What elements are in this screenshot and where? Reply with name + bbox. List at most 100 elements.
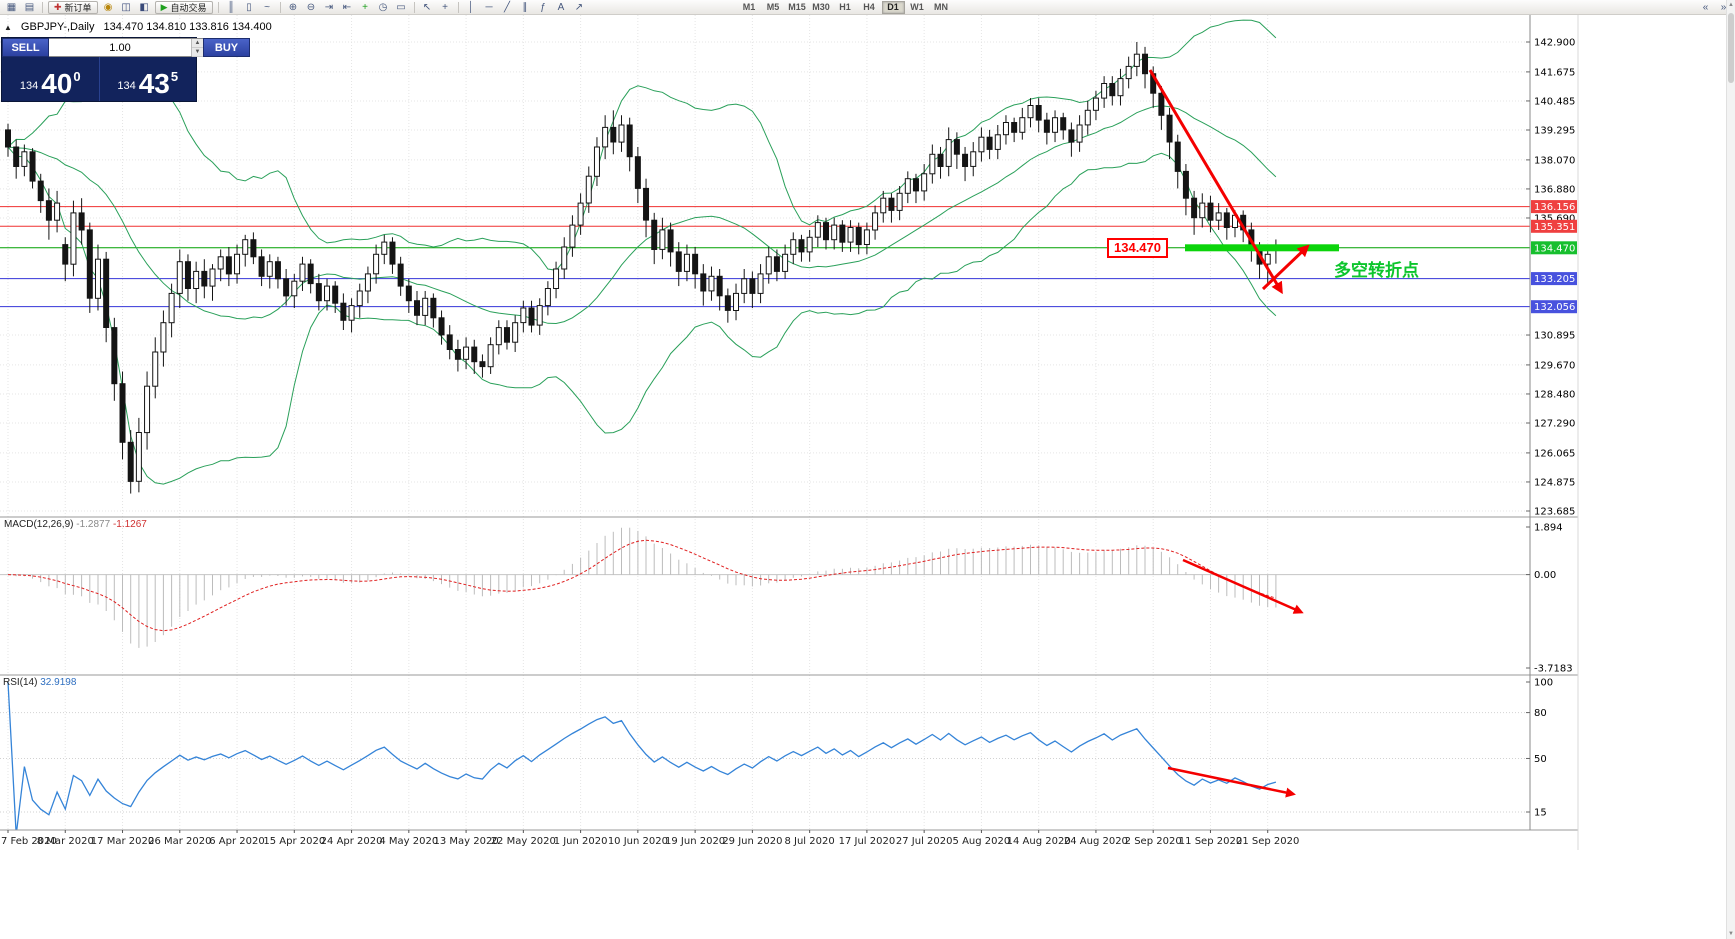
- candle: [1109, 83, 1116, 97]
- indicators-icon[interactable]: +: [362, 1, 368, 13]
- vertical-line-icon[interactable]: │: [467, 1, 475, 13]
- timeframe-w1-button[interactable]: W1: [910, 1, 924, 12]
- date-tick-label: 6 Apr 2020: [209, 836, 264, 847]
- candle: [405, 285, 412, 302]
- one-click-toggle-icon[interactable]: ▲: [4, 22, 12, 32]
- timeframe-h4-button[interactable]: H4: [863, 1, 875, 12]
- toolbar-more-icon[interactable]: »: [1720, 1, 1727, 13]
- date-tick-label: 21 Sep 2020: [1236, 836, 1299, 847]
- timeframe-m30-button[interactable]: M30: [812, 1, 830, 12]
- sell-price[interactable]: 134 40 0: [2, 57, 100, 101]
- candle: [659, 229, 666, 250]
- price-tick-label: 141.675: [1534, 67, 1575, 78]
- timeframe-m5-button[interactable]: M5: [766, 1, 780, 12]
- rsi-panel: [0, 681, 1530, 830]
- cursor-icon[interactable]: ↖: [422, 1, 432, 13]
- candle: [634, 156, 641, 189]
- candle: [422, 297, 429, 316]
- volume-down-icon[interactable]: ▼: [192, 48, 203, 57]
- candle: [872, 212, 879, 231]
- candlestick-chart-icon[interactable]: ▯: [246, 1, 252, 13]
- macd-value-1: -1.2877: [76, 519, 111, 530]
- text-label-icon[interactable]: A: [557, 1, 565, 13]
- rsi-tick-label: 15: [1534, 808, 1547, 819]
- volume-input[interactable]: [49, 39, 191, 56]
- trend-arrow[interactable]: [1182, 558, 1304, 614]
- date-tick-label: 19 Jun 2020: [665, 836, 725, 847]
- candle: [414, 300, 420, 316]
- candle: [381, 241, 388, 255]
- timeframe-m1-button[interactable]: M1: [742, 1, 756, 12]
- price-line-badge: [1531, 200, 1577, 214]
- horizontal-line-icon[interactable]: ─: [485, 1, 493, 13]
- candle: [5, 129, 11, 148]
- scroll-up-icon[interactable]: ▲: [1728, 2, 1734, 8]
- toolbar: ▦ ▤ ✚ 新订单 ◉ ◫ ◧ ▶ 自动交易 ║ ▯ ~ ⊕ ⊖ ⇥ ⇤ + ◷ ▭ ↖ + │ ─ ╱ ∥ ƒ A ↗ M1 M5 M15…: [0, 0, 1735, 15]
- arrows-tool-icon[interactable]: ↗: [574, 1, 584, 13]
- trend-arrow[interactable]: [1167, 766, 1296, 798]
- equidistant-channel-icon[interactable]: ∥: [522, 1, 528, 13]
- chart-shift-icon[interactable]: ⇤: [342, 1, 352, 13]
- candle: [70, 212, 77, 265]
- candle: [823, 222, 829, 241]
- bar-chart-icon[interactable]: ║: [227, 1, 235, 13]
- annotation-note-text[interactable]: 多空转折点: [1334, 261, 1419, 280]
- candle: [912, 178, 919, 192]
- date-tick-label: 8 Jul 2020: [784, 836, 834, 847]
- zoom-in-icon[interactable]: ⊕: [288, 1, 298, 13]
- templates-icon[interactable]: ▭: [396, 1, 406, 13]
- crosshair-icon[interactable]: +: [442, 1, 448, 13]
- scrollbar-thumb[interactable]: [1728, 13, 1734, 83]
- timeframe-m15-button[interactable]: M15: [788, 1, 806, 12]
- candle: [569, 224, 576, 248]
- price-line-badge-label: 132.056: [1534, 302, 1575, 313]
- sell-button[interactable]: SELL: [2, 38, 49, 57]
- candle: [1166, 114, 1173, 143]
- bollinger-upper-band: [7, 19, 1277, 271]
- buy-button[interactable]: BUY: [203, 38, 250, 57]
- fibonacci-icon[interactable]: ƒ: [540, 1, 546, 13]
- candle: [953, 139, 960, 155]
- candle: [880, 197, 887, 214]
- zoom-out-icon[interactable]: ⊖: [306, 1, 316, 13]
- candle: [1060, 117, 1067, 131]
- profiles-icon[interactable]: ▤: [24, 1, 35, 13]
- price-label-box[interactable]: 134.470: [1107, 238, 1168, 258]
- price-line-badge: [1531, 272, 1577, 286]
- candle: [37, 180, 44, 202]
- line-chart-icon[interactable]: ~: [264, 1, 270, 13]
- candle: [994, 134, 1001, 150]
- timeframe-d1-button[interactable]: D1: [881, 0, 905, 14]
- volume-up-icon[interactable]: ▲: [192, 39, 203, 48]
- price-tick-label: 135.690: [1534, 214, 1575, 225]
- buy-price[interactable]: 134 43 5: [100, 57, 197, 101]
- candle: [119, 383, 126, 443]
- timeframe-mn-button[interactable]: MN: [934, 1, 948, 12]
- scroll-down-icon[interactable]: ▼: [1728, 931, 1734, 937]
- macd-name: MACD(12,26,9): [4, 519, 74, 530]
- volume-stepper: ▲ ▼: [49, 38, 203, 57]
- alerts-icon[interactable]: ◉: [103, 1, 113, 13]
- candle: [839, 224, 846, 243]
- auto-trading-button[interactable]: ▶ 自动交易: [154, 0, 213, 14]
- timeframe-h1-button[interactable]: H1: [839, 1, 851, 12]
- price-tick-label: 140.485: [1534, 96, 1575, 107]
- new-order-button[interactable]: ✚ 新订单: [48, 0, 98, 14]
- candle: [94, 258, 101, 299]
- data-window-icon[interactable]: ◧: [139, 1, 149, 13]
- new-chart-icon[interactable]: ▦: [6, 1, 17, 13]
- candle: [487, 344, 494, 368]
- trend-arrow[interactable]: [1261, 244, 1310, 291]
- market-watch-icon[interactable]: ◫: [121, 1, 131, 13]
- chart-scroll-left-icon[interactable]: «: [1702, 1, 1709, 13]
- auto-scroll-icon[interactable]: ⇥: [324, 1, 334, 13]
- rsi-indicator-label: RSI(14) 32.9198: [3, 677, 76, 688]
- trendline-icon[interactable]: ╱: [503, 1, 511, 13]
- candle: [1084, 109, 1091, 126]
- support-highlight-bar[interactable]: [1185, 244, 1339, 252]
- trend-arrow[interactable]: [1148, 69, 1283, 295]
- periods-icon[interactable]: ◷: [378, 1, 388, 13]
- candle: [430, 297, 437, 319]
- vertical-scrollbar[interactable]: ▲ ▼: [1726, 0, 1735, 939]
